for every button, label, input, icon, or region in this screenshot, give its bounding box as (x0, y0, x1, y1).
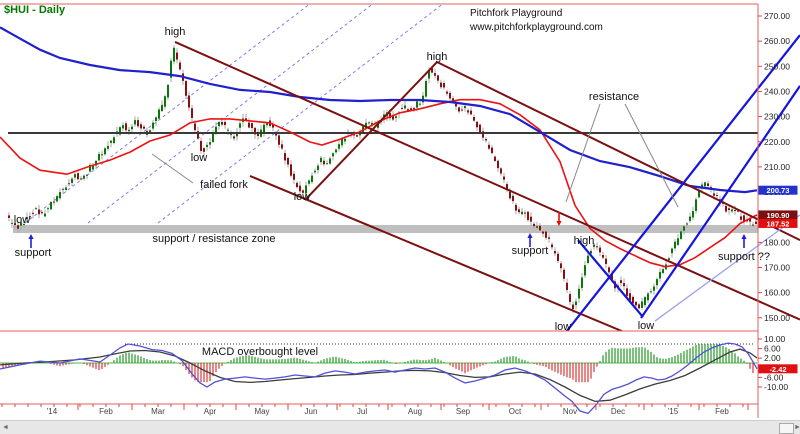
month-label: Feb (99, 407, 113, 416)
month-label: Dec (611, 407, 625, 416)
macd-panel (0, 342, 758, 415)
month-label: '14 (47, 407, 58, 416)
label-failed-fork: failed fork (200, 179, 248, 191)
label-support-feb: support ?? (718, 251, 770, 263)
label-zone: support / resistance zone (153, 233, 276, 245)
macd-value-box (758, 364, 798, 374)
label-support-oct: support (512, 245, 549, 257)
scrollbar-left-arrow-icon[interactable]: ◄ (2, 424, 9, 431)
bull-pitchfork-tine-lower (640, 85, 800, 319)
resistance-pointer-left (565, 103, 601, 203)
support-resistance-zone (13, 224, 758, 234)
price-axis-label: 260.00 (764, 36, 790, 46)
label-support-jan: support (15, 247, 52, 259)
svg-text:-2.42: -2.42 (769, 365, 786, 374)
price-axis-label: 160.00 (764, 288, 790, 298)
support-arrow-feb-head (741, 234, 747, 239)
label-low-mar: low (191, 152, 208, 164)
macd-axis-label: -6.00 (764, 372, 784, 382)
price-axis-label: 240.00 (764, 86, 790, 96)
label-resistance: resistance (589, 91, 639, 103)
candlesticks (8, 45, 757, 314)
month-label: May (254, 407, 269, 416)
month-label: Feb (715, 407, 729, 416)
red-moving-average (0, 98, 758, 268)
breakdown-arrow-nov-head (556, 221, 562, 226)
month-label: Jun (305, 407, 318, 416)
ma-blue-value-box (758, 185, 798, 195)
chart-title: $HUI - Daily (4, 4, 66, 16)
macd-axis-label: 6.00 (764, 344, 781, 354)
price-axis-label: 250.00 (764, 61, 790, 71)
month-label: Aug (408, 407, 422, 416)
month-label: Mar (151, 407, 165, 416)
macd-signal-line (0, 348, 758, 403)
label-high-nov: high (574, 235, 595, 247)
uptrend-jun-sep (304, 61, 438, 201)
scrollbar-thumb[interactable] (779, 423, 794, 434)
label-high-mar: high (165, 26, 186, 38)
price-axis-label: 180.00 (764, 237, 790, 247)
watermark-line2: www.pitchforkplayground.com (470, 22, 603, 33)
blue-moving-average (0, 26, 758, 194)
macd-axis-label: 10.00 (764, 334, 786, 344)
price-panel (0, 5, 800, 331)
last-price-box (758, 218, 798, 228)
resistance-pointer-right (624, 103, 679, 208)
label-low-jun: low (294, 191, 311, 203)
macd-line (0, 342, 758, 415)
support-line-light (654, 214, 800, 322)
svg-text:200.73: 200.73 (767, 186, 790, 195)
downtrend-line-major (174, 40, 800, 321)
failed-fork-pointer (151, 153, 194, 184)
downtrend-channel-lower (249, 175, 623, 331)
watermark-line1: Pitchfork Playground (470, 8, 563, 19)
month-label: Nov (563, 407, 577, 416)
price-axis-label: 220.00 (764, 137, 790, 147)
month-label: Sep (456, 407, 471, 416)
label-high-sep: high (427, 51, 448, 63)
macd-histogram (2, 343, 754, 383)
nov-dec-connector (577, 239, 644, 318)
macd-axis-label: -10.00 (764, 382, 788, 392)
month-label: Apr (204, 407, 217, 416)
horizontal-scrollbar[interactable]: ◄ ► (0, 420, 800, 434)
downtrend-from-sep-high (436, 61, 800, 241)
month-label: '15 (668, 407, 679, 416)
svg-text:187.52: 187.52 (767, 219, 790, 228)
ma-red-value-box (758, 210, 798, 220)
svg-text:190.90: 190.90 (767, 211, 790, 220)
price-axis-label: 150.00 (764, 313, 790, 323)
month-label: Oct (509, 407, 522, 416)
scrollbar-right-arrow-icon[interactable]: ► (794, 424, 800, 431)
label-low-nov: low (555, 321, 572, 333)
price-axis-label: 170.00 (764, 263, 790, 273)
macd-axis-label: 2.00 (764, 353, 781, 363)
label-macd-overbought: MACD overbought level (202, 346, 318, 358)
support-arrow-oct-head (527, 233, 533, 238)
failed-fork-tine-3 (157, 5, 443, 224)
label-low-jan: low (14, 214, 31, 226)
price-axis-label: 230.00 (764, 112, 790, 122)
bull-pitchfork-tine-upper (565, 34, 800, 331)
price-axis-label: 270.00 (764, 11, 790, 21)
support-arrow-jan-head (28, 234, 34, 239)
price-axis-label: 210.00 (764, 162, 790, 172)
label-low-dec: low (638, 320, 655, 332)
axes: 270.00 260.00 250.00 240.00 230.00 220.00 210.… (0, 3, 798, 418)
failed-fork-tine-2 (87, 5, 373, 224)
month-label: Jul (357, 407, 367, 416)
failed-fork-median (24, 5, 310, 224)
annotations: high low failed fork low support support / re… (14, 26, 770, 358)
